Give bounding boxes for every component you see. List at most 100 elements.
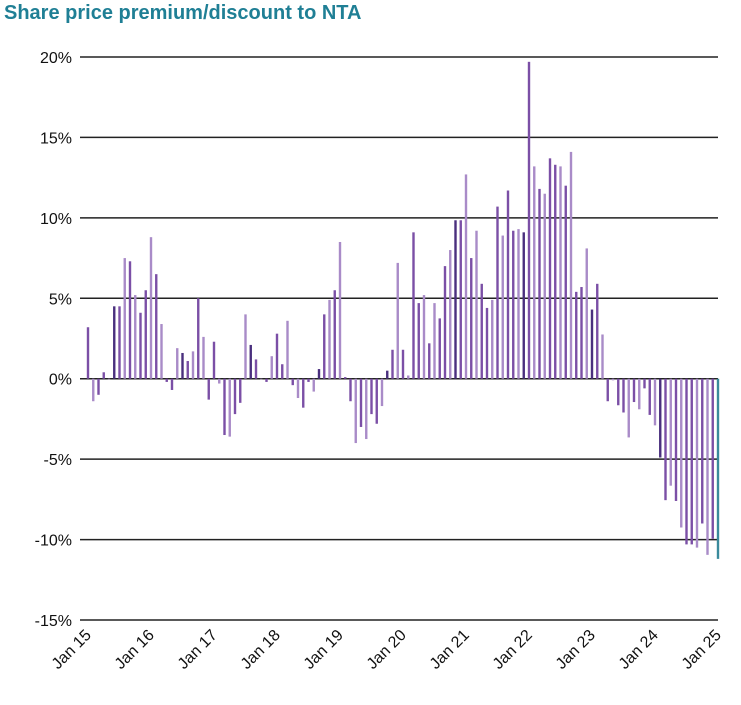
bar xyxy=(296,378,300,399)
bar xyxy=(454,220,457,379)
bar xyxy=(323,314,326,379)
bar xyxy=(485,307,489,379)
bar xyxy=(653,378,657,426)
bar xyxy=(128,261,132,379)
bar xyxy=(643,378,646,389)
y-tick-label: -5% xyxy=(44,452,72,469)
bar xyxy=(223,378,226,436)
bar xyxy=(275,333,279,379)
bar xyxy=(149,237,153,379)
bar xyxy=(559,166,562,379)
x-tick-label: Jan 15 xyxy=(49,627,95,673)
x-tick-label: Jan 24 xyxy=(616,627,662,673)
bar xyxy=(155,274,158,379)
bar xyxy=(160,324,163,379)
bar xyxy=(338,241,342,379)
bar xyxy=(401,349,405,379)
bar xyxy=(596,283,599,379)
x-tick-label: Jan 18 xyxy=(238,627,284,673)
bar xyxy=(622,378,625,413)
bar xyxy=(302,378,305,408)
bar xyxy=(186,361,189,379)
bar xyxy=(113,306,116,379)
bar xyxy=(396,262,399,379)
bar xyxy=(375,378,378,424)
bar xyxy=(239,378,242,403)
bar xyxy=(165,378,168,382)
bar xyxy=(317,369,321,379)
bar xyxy=(244,314,247,379)
bar xyxy=(632,378,636,403)
bar xyxy=(212,341,216,379)
bar xyxy=(491,299,494,379)
bar xyxy=(575,291,578,379)
bar xyxy=(118,306,121,379)
y-axis-ticks: 20% 15% 10% 5% 0% -5% -10% -15% xyxy=(35,50,72,630)
y-tick-label: 0% xyxy=(49,372,72,389)
bar xyxy=(139,312,142,379)
bar xyxy=(548,158,552,379)
bar xyxy=(233,378,237,415)
bar xyxy=(501,235,504,379)
bar xyxy=(92,378,95,402)
bar xyxy=(386,370,389,379)
bar xyxy=(496,206,499,379)
y-tick-label: 5% xyxy=(49,291,72,308)
y-tick-label: 10% xyxy=(40,211,72,228)
bar xyxy=(585,248,588,379)
bar xyxy=(354,378,357,444)
bar xyxy=(286,320,289,379)
bar xyxy=(648,378,651,415)
bar xyxy=(176,348,179,379)
bar xyxy=(522,232,525,379)
bar xyxy=(228,378,231,437)
bar xyxy=(606,378,609,402)
bar xyxy=(533,166,536,379)
bar xyxy=(134,295,137,379)
bar xyxy=(538,188,541,379)
bar xyxy=(344,377,347,379)
bar xyxy=(659,378,662,458)
bar xyxy=(97,378,100,395)
bar xyxy=(601,334,604,379)
bar xyxy=(680,378,683,528)
bar xyxy=(422,295,426,379)
bar xyxy=(438,318,441,379)
bar xyxy=(669,378,672,486)
bar xyxy=(569,151,573,379)
bar xyxy=(365,378,368,440)
bar xyxy=(449,250,452,379)
bar xyxy=(86,327,90,379)
bar xyxy=(690,378,693,545)
bar xyxy=(328,299,331,379)
bar xyxy=(391,349,394,379)
x-tick-label: Jan 17 xyxy=(175,627,221,673)
bar xyxy=(249,344,252,379)
bar xyxy=(417,303,420,379)
bar xyxy=(170,378,174,390)
bar xyxy=(716,378,720,559)
y-tick-label: -15% xyxy=(35,613,72,630)
bar xyxy=(527,61,531,379)
x-tick-label: Jan 19 xyxy=(301,627,347,673)
bar xyxy=(265,378,268,382)
bar xyxy=(281,364,284,379)
y-tick-label: -10% xyxy=(35,533,72,550)
bar xyxy=(580,287,583,379)
bar xyxy=(695,378,699,548)
bar xyxy=(506,190,510,379)
x-tick-label: Jan 23 xyxy=(553,627,599,673)
bars xyxy=(86,61,720,559)
bar xyxy=(627,378,630,438)
bar xyxy=(333,290,336,379)
bar xyxy=(617,378,620,406)
bar xyxy=(412,232,415,379)
bar xyxy=(144,290,147,379)
bar xyxy=(611,378,615,381)
gridlines xyxy=(80,56,718,621)
bar xyxy=(459,220,462,379)
bar xyxy=(590,309,594,379)
bar xyxy=(349,378,352,402)
x-axis-ticks: Jan 15 Jan 16 Jan 17 Jan 18 Jan 19 Jan 20 Jan … xyxy=(49,627,725,673)
